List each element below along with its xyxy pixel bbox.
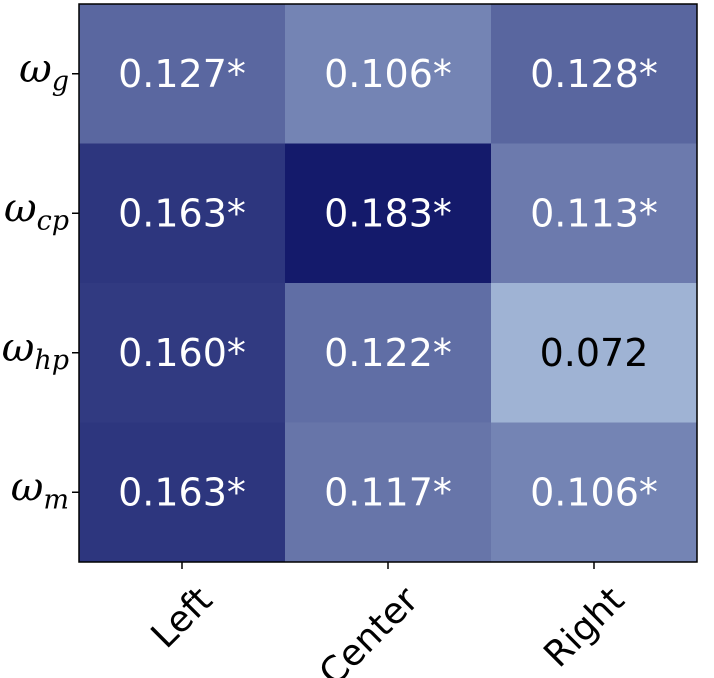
heatmap-cell <box>285 4 492 144</box>
cell-label: 0.128* <box>530 52 658 96</box>
heatmap-cell <box>79 422 286 563</box>
heatmap-cell <box>285 283 492 423</box>
heatmap-cell <box>285 422 492 563</box>
x-tick-label: Center <box>312 579 427 678</box>
heatmap-cell <box>79 283 286 423</box>
cell-label: 0.106* <box>530 470 658 514</box>
y-tick-label: ωm <box>11 464 69 515</box>
cell-label: 0.122* <box>324 331 452 375</box>
heatmap-cell <box>79 4 286 144</box>
cell-label: 0.127* <box>118 52 246 96</box>
cell-label: 0.163* <box>118 470 246 514</box>
cell-label: 0.183* <box>324 191 452 235</box>
cell-label: 0.113* <box>530 191 658 235</box>
heatmap-cell <box>491 283 698 423</box>
cell-label: 0.106* <box>324 52 452 96</box>
heatmap-cell <box>491 4 698 144</box>
y-tick-label: ωcp <box>4 185 69 236</box>
x-tick-label: Right <box>536 579 632 675</box>
heatmap-cell <box>491 422 698 563</box>
cell-label: 0.072 <box>540 331 649 375</box>
heatmap-cell <box>491 143 698 284</box>
cell-label: 0.163* <box>118 191 246 235</box>
y-axis: ωg ωcp ωhp ωm <box>2 46 79 515</box>
y-tick-label: ωg <box>19 46 69 97</box>
x-tick-label: Left <box>144 579 221 656</box>
y-tick-label: ωhp <box>2 325 69 376</box>
cell-label: 0.160* <box>118 331 246 375</box>
heatmap-cell <box>79 143 286 284</box>
heatmap-cells: 0.127* 0.106* 0.128* 0.163* 0.183* 0.113* 0.16… <box>79 4 698 563</box>
heatmap-cell <box>285 143 492 284</box>
cell-label: 0.117* <box>324 470 452 514</box>
x-axis: Left Center Right <box>144 562 632 678</box>
